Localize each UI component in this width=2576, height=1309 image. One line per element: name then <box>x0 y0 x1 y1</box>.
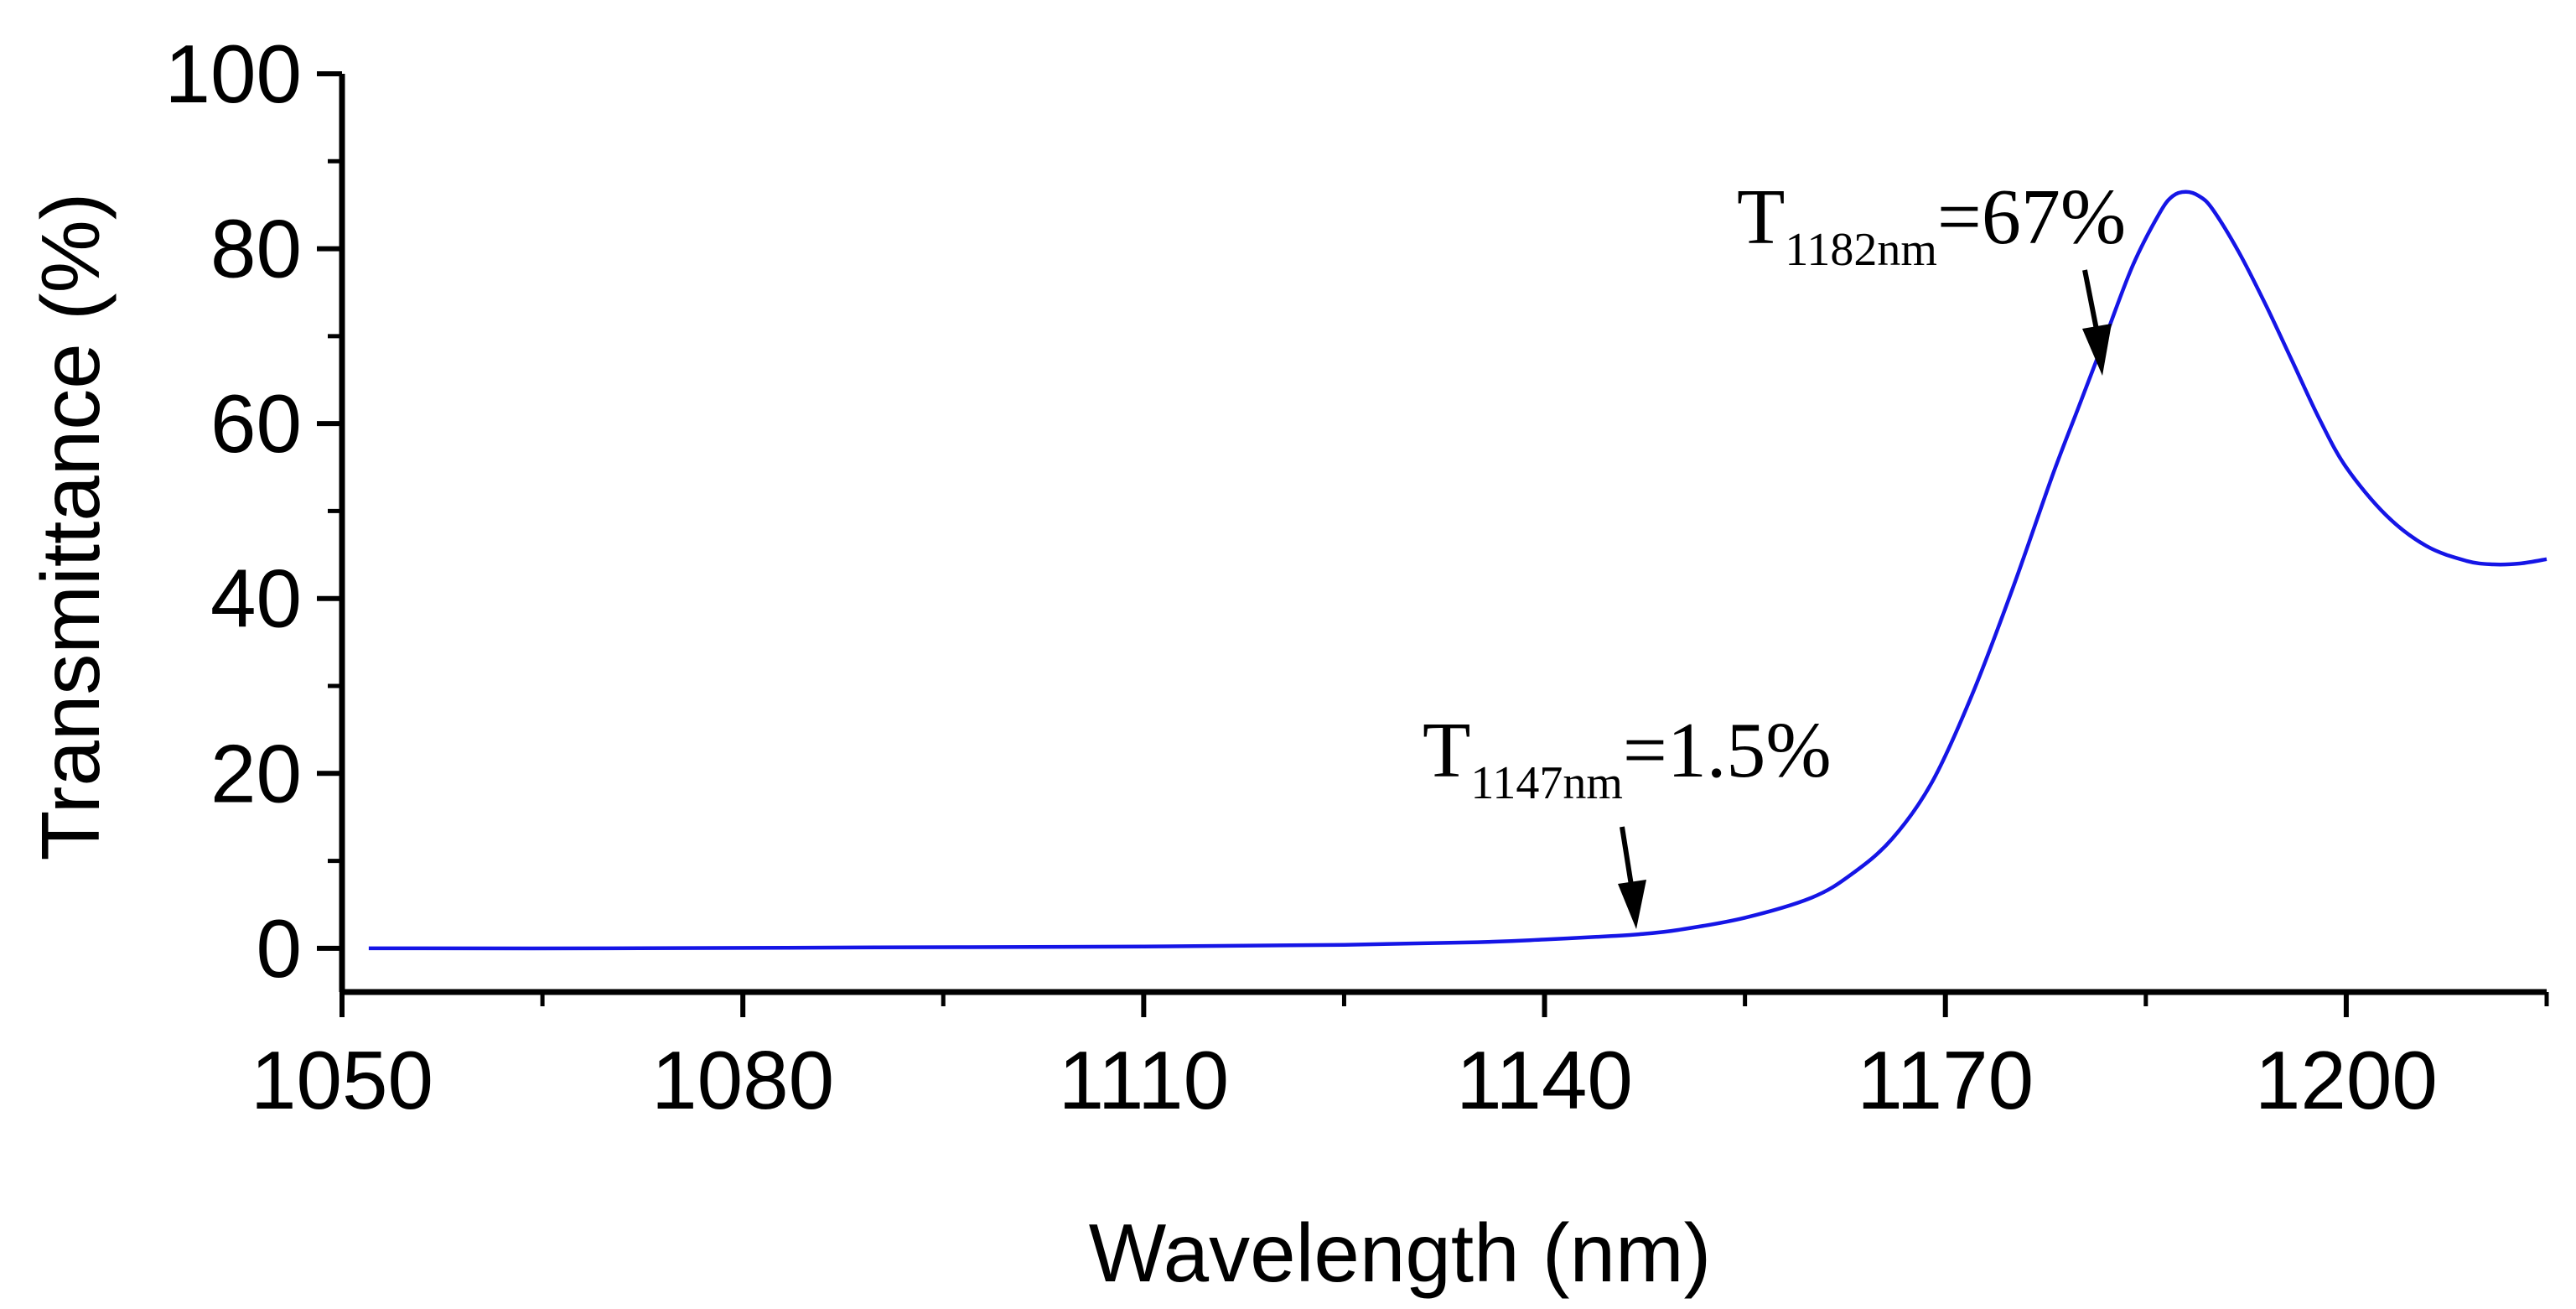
x-axis-ticks: 1050 1080 1110 1140 1170 1200 <box>251 992 2549 1126</box>
annotation-t1182-base: T <box>1737 174 1785 261</box>
x-tick-label: 1050 <box>251 1034 433 1126</box>
y-axis-ticks: 0 20 40 60 80 100 <box>164 28 342 995</box>
annotation-t1147-arrowhead <box>1618 880 1646 929</box>
annotation-t1182: T1182nm=67% <box>1737 174 2126 376</box>
x-tick-label: 1110 <box>1059 1034 1229 1126</box>
annotation-t1147-value: =1.5% <box>1623 707 1832 794</box>
annotation-t1147-label: T1147nm=1.5% <box>1423 707 1832 809</box>
y-tick-label: 0 <box>256 902 302 995</box>
y-tick-label: 60 <box>210 377 302 470</box>
y-axis-title: Transmittance (%) <box>24 193 117 861</box>
plot-frame <box>339 74 2547 995</box>
annotation-t1182-arrow-shaft <box>2082 269 2100 335</box>
y-tick-label: 80 <box>210 203 302 295</box>
y-tick-label: 100 <box>164 28 302 120</box>
x-tick-label: 1080 <box>651 1034 834 1126</box>
x-axis-title: Wavelength (nm) <box>1089 1207 1712 1299</box>
annotation-t1182-label: T1182nm=67% <box>1737 174 2126 276</box>
annotation-t1147-subscript: 1147nm <box>1470 757 1622 809</box>
annotation-t1147-arrow-shaft <box>1620 826 1635 891</box>
y-tick-label: 40 <box>210 553 302 645</box>
series-layer <box>368 190 2547 951</box>
y-tick-label: 20 <box>210 727 302 819</box>
annotation-t1147: T1147nm=1.5% <box>1423 707 1832 929</box>
annotation-t1182-subscript: 1182nm <box>1785 224 1936 276</box>
x-tick-label: 1200 <box>2255 1034 2438 1126</box>
annotation-t1147-base: T <box>1423 707 1470 794</box>
annotation-t1182-arrowhead <box>2082 324 2112 376</box>
x-tick-label: 1170 <box>1857 1034 2034 1126</box>
annotation-t1182-value: =67% <box>1937 174 2126 261</box>
x-tick-label: 1140 <box>1456 1034 1633 1126</box>
series-line <box>368 190 2547 951</box>
